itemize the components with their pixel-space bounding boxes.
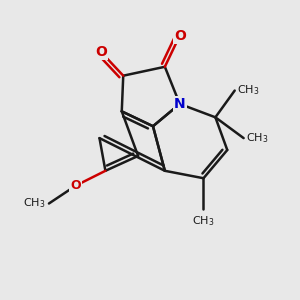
Text: O: O xyxy=(95,45,107,59)
Text: O: O xyxy=(174,28,186,43)
Text: CH$_3$: CH$_3$ xyxy=(23,196,46,210)
Text: CH$_3$: CH$_3$ xyxy=(237,84,260,98)
Text: CH$_3$: CH$_3$ xyxy=(246,131,268,145)
Text: O: O xyxy=(70,179,81,192)
Text: N: N xyxy=(174,97,185,111)
Text: CH$_3$: CH$_3$ xyxy=(192,214,215,228)
